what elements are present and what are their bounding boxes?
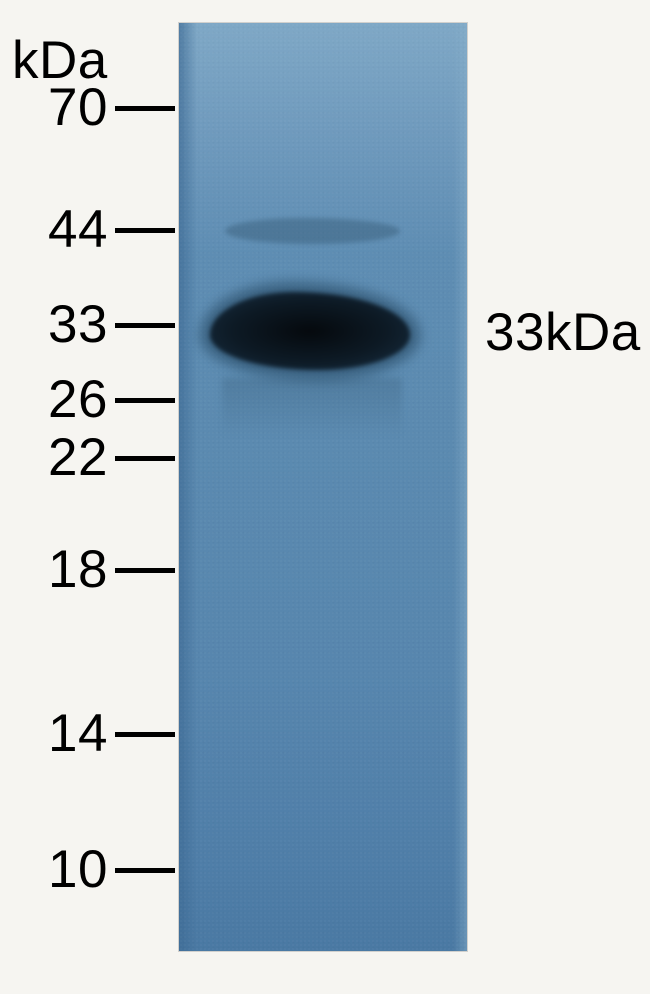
ladder-tick-70	[115, 106, 175, 111]
blot-lane	[178, 22, 468, 952]
smear-below-main	[222, 378, 402, 438]
ladder-tick-10	[115, 868, 175, 873]
band-annotation-33kda: 33kDa	[485, 302, 641, 363]
ladder-label-14: 14	[48, 703, 108, 764]
ladder-tick-14	[115, 732, 175, 737]
ladder-label-33: 33	[48, 294, 108, 355]
ladder-tick-18	[115, 568, 175, 573]
ladder-label-26: 26	[48, 369, 108, 430]
ladder-label-22: 22	[48, 427, 108, 488]
ladder-label-70: 70	[48, 77, 108, 138]
ladder-label-10: 10	[48, 839, 108, 900]
ladder-tick-26	[115, 398, 175, 403]
western-blot-figure: kDa 7044332622181410 33kDa	[0, 0, 650, 994]
faint-band-44	[225, 218, 400, 244]
ladder-tick-22	[115, 456, 175, 461]
blot-grain	[179, 23, 467, 951]
ladder-label-18: 18	[48, 539, 108, 600]
ladder-label-44: 44	[48, 199, 108, 260]
ladder-tick-44	[115, 228, 175, 233]
ladder-tick-33	[115, 323, 175, 328]
